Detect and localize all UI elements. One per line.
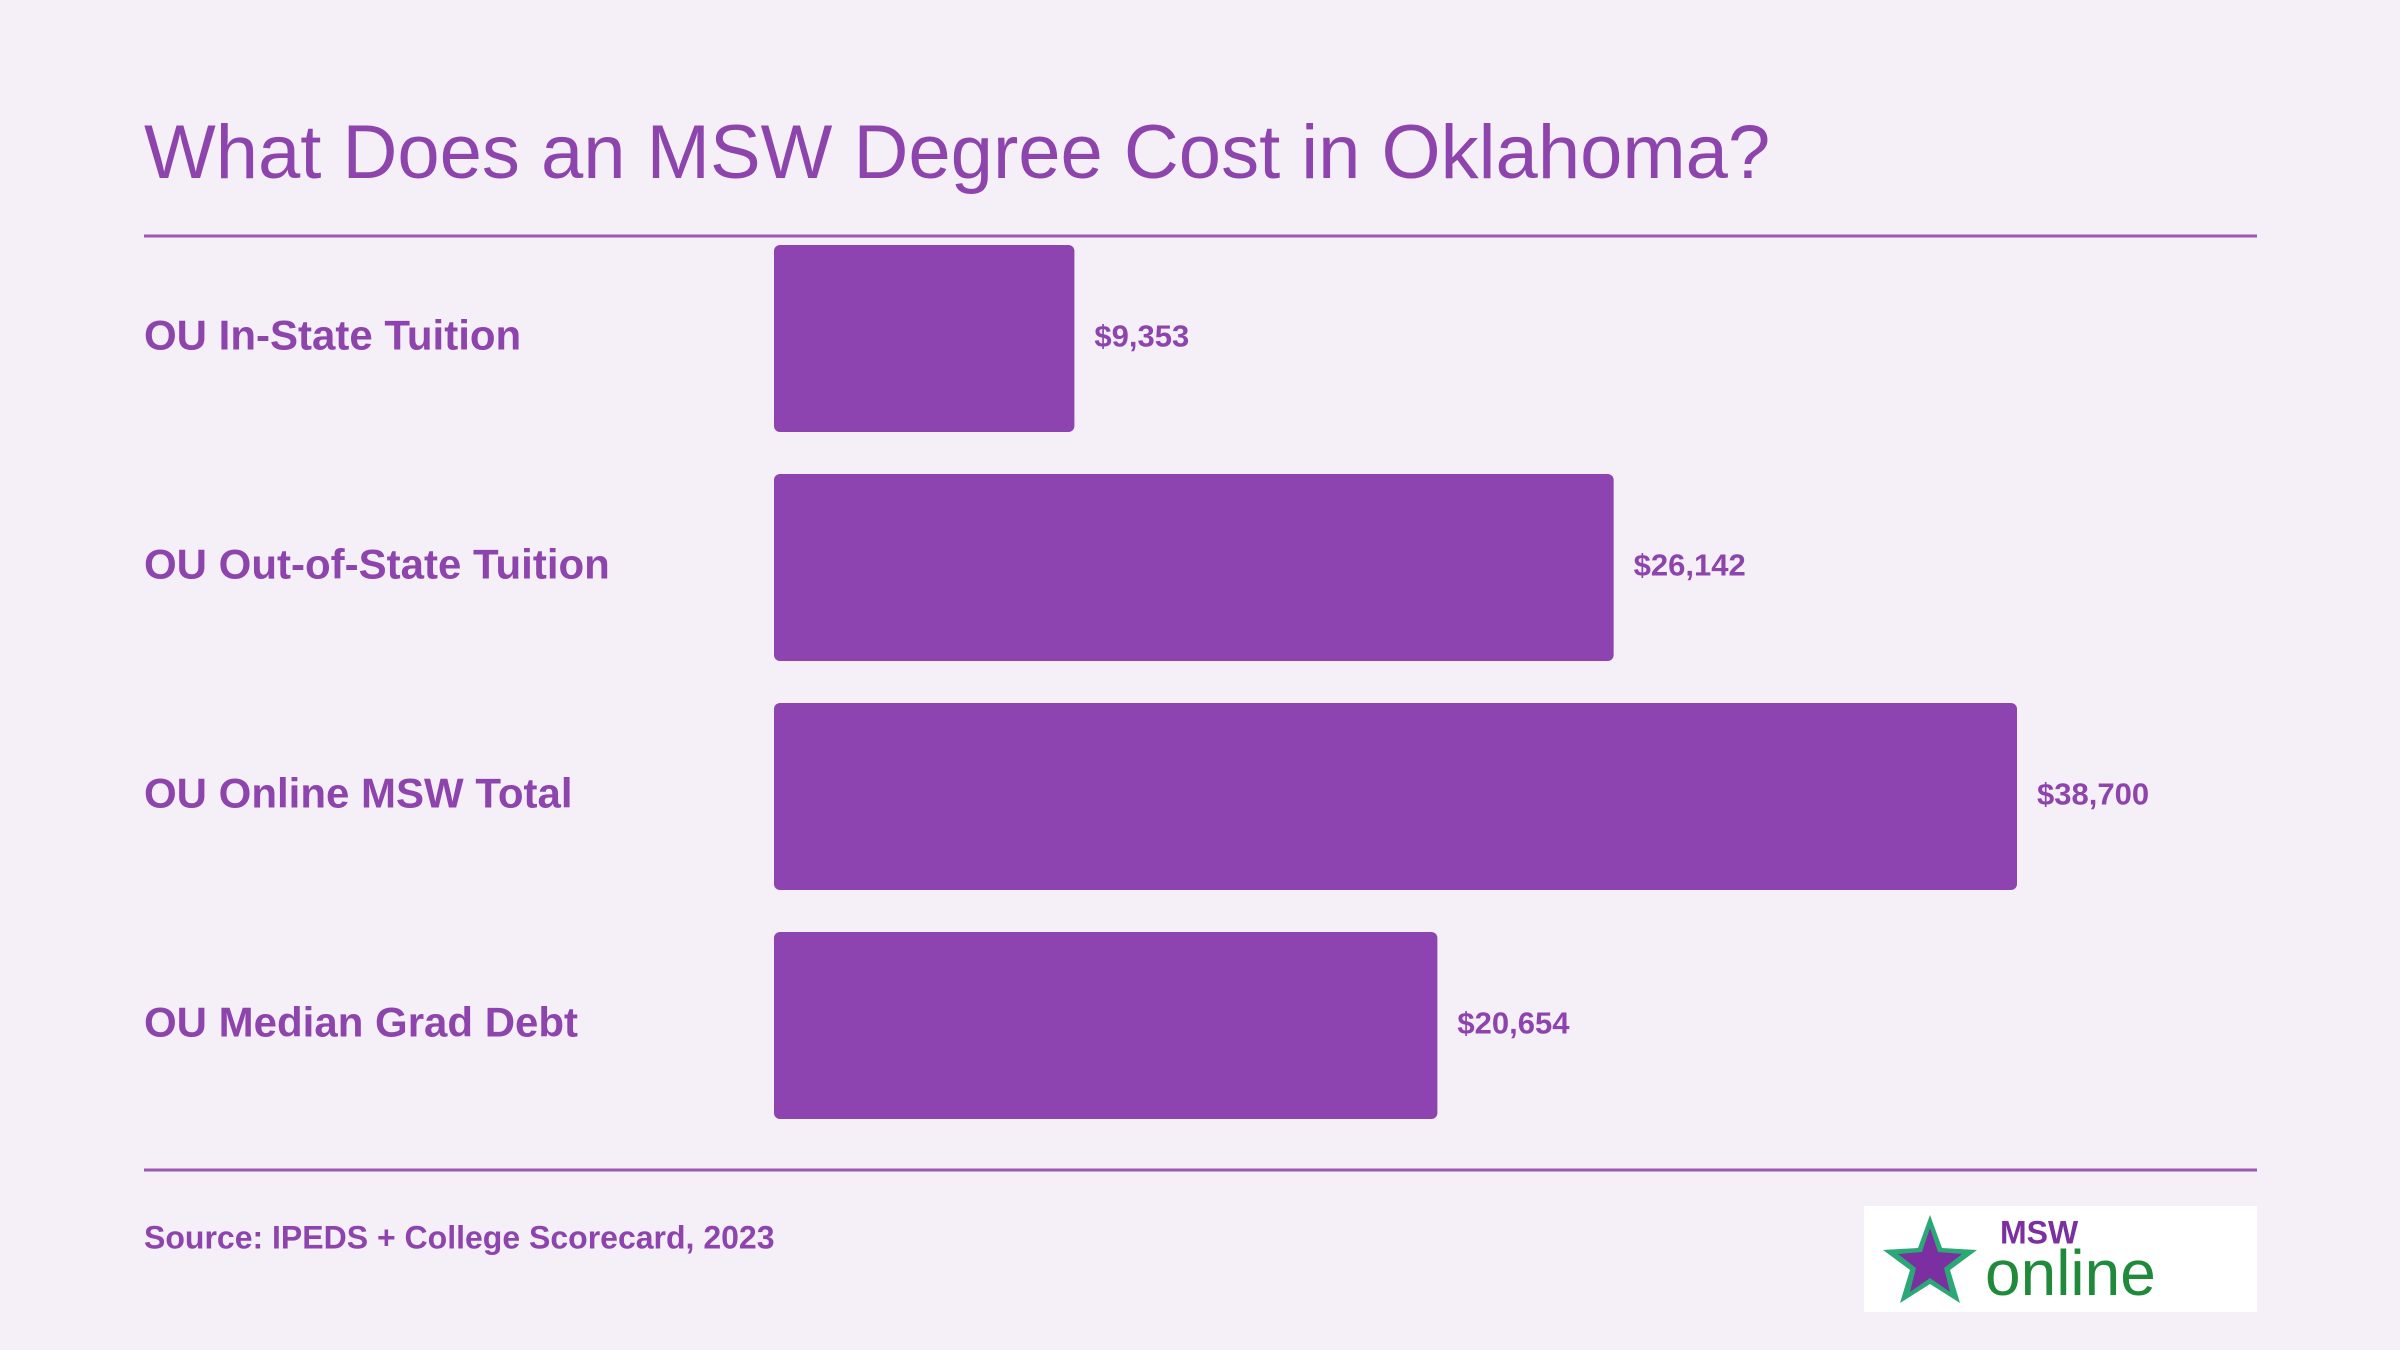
logo-text: online [1985, 1237, 2156, 1309]
category-label: OU Online MSW Total [144, 770, 573, 817]
value-label: $38,700 [2037, 777, 2149, 812]
category-label: OU Out-of-State Tuition [144, 541, 610, 588]
bar [774, 245, 1075, 432]
source-note: Source: IPEDS + College Scorecard, 2023 [144, 1219, 775, 1255]
category-label: OU In-State Tuition [144, 312, 521, 359]
logo-text: MSW [2000, 1214, 2079, 1250]
chart-title: What Does an MSW Degree Cost in Oklahoma… [144, 110, 1770, 195]
bar [774, 932, 1438, 1119]
value-label: $20,654 [1457, 1006, 1570, 1041]
bar [774, 703, 2017, 890]
category-label: OU Median Grad Debt [144, 999, 578, 1046]
value-label: $9,353 [1094, 319, 1189, 354]
bar [774, 474, 1614, 661]
logo: MSW online [1864, 1206, 2257, 1312]
value-label: $26,142 [1634, 548, 1746, 583]
logo-star [1898, 1228, 1962, 1292]
